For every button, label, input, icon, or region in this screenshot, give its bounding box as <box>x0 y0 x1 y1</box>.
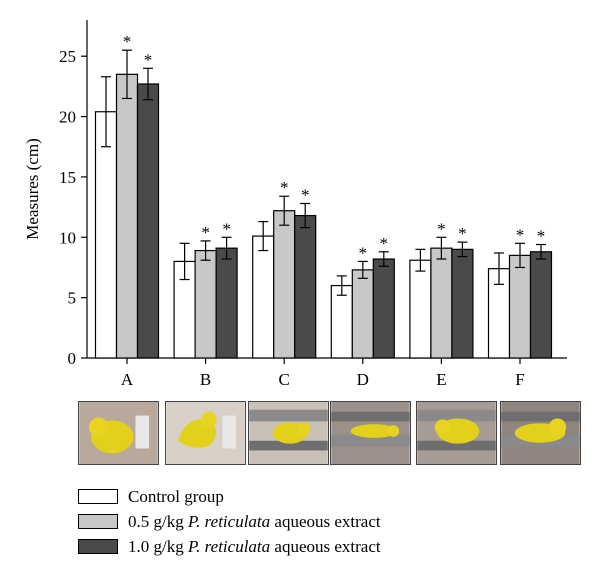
y-tick-label: 10 <box>59 228 76 247</box>
bar <box>508 254 532 359</box>
photo-fetus-caliper-head-measurement <box>500 401 581 465</box>
bar <box>529 251 553 359</box>
legend: Control group 0.5 g/kg P. reticulata aqu… <box>78 484 381 559</box>
significance-marker: * <box>201 223 210 242</box>
photo-fetus-head-tail-measurement <box>248 401 329 465</box>
y-axis-title: Measures (cm) <box>23 138 42 240</box>
bar <box>215 247 238 359</box>
significance-marker: * <box>537 227 546 246</box>
significance-marker: * <box>280 178 289 197</box>
significance-marker: * <box>222 219 231 238</box>
photo-fetus-caliper-width-measurement <box>416 401 497 465</box>
legend-label: 1.0 g/kg P. reticulata aqueous extract <box>128 536 381 556</box>
legend-swatch-low-dose <box>78 514 118 529</box>
significance-marker: * <box>437 219 446 238</box>
significance-marker: * <box>144 50 153 69</box>
significance-marker: * <box>123 32 132 51</box>
significance-marker: * <box>359 243 368 262</box>
bar <box>94 111 118 359</box>
legend-label: 0.5 g/kg P. reticulata aqueous extract <box>128 511 381 531</box>
photo-fetus-caliper-length-measurement <box>330 401 411 465</box>
bar <box>451 248 474 359</box>
bar <box>409 259 432 359</box>
x-tick-label: A <box>121 370 134 389</box>
bar <box>194 249 217 359</box>
bar <box>273 210 296 359</box>
significance-marker: * <box>458 224 467 243</box>
bar <box>252 235 275 359</box>
legend-swatch-control <box>78 489 118 504</box>
bar-chart: 0 5 10 15 20 25 Measures (cm) * * A * * B * * C * * D * * E * *… <box>23 20 567 389</box>
y-tick-label: 0 <box>68 349 77 368</box>
y-tick-label: 15 <box>59 168 76 187</box>
significance-marker: * <box>301 185 310 204</box>
legend-label: Control group <box>128 486 224 506</box>
legend-item-low-dose: 0.5 g/kg P. reticulata aqueous extract <box>78 509 381 534</box>
bar <box>115 73 139 359</box>
photo-fetus-whole-body-measurement <box>78 401 159 465</box>
x-tick-label: C <box>279 370 290 389</box>
significance-marker: * <box>380 234 389 253</box>
bar <box>372 258 395 359</box>
y-tick-label: 5 <box>68 289 77 308</box>
legend-item-control: Control group <box>78 484 381 509</box>
bar <box>330 284 353 359</box>
significance-marker: * <box>516 225 525 244</box>
bar <box>430 247 453 359</box>
legend-item-high-dose: 1.0 g/kg P. reticulata aqueous extract <box>78 534 381 559</box>
y-tick-label: 20 <box>59 108 76 127</box>
bar <box>294 214 317 359</box>
bar <box>351 269 374 359</box>
y-tick-label: 25 <box>59 47 76 66</box>
bar <box>136 83 160 359</box>
x-tick-label: E <box>436 370 446 389</box>
x-tick-label: F <box>515 370 524 389</box>
legend-swatch-high-dose <box>78 539 118 554</box>
x-tick-label: B <box>200 370 211 389</box>
x-tick-label: D <box>357 370 369 389</box>
photo-fetus-curled-measurement <box>165 401 246 465</box>
